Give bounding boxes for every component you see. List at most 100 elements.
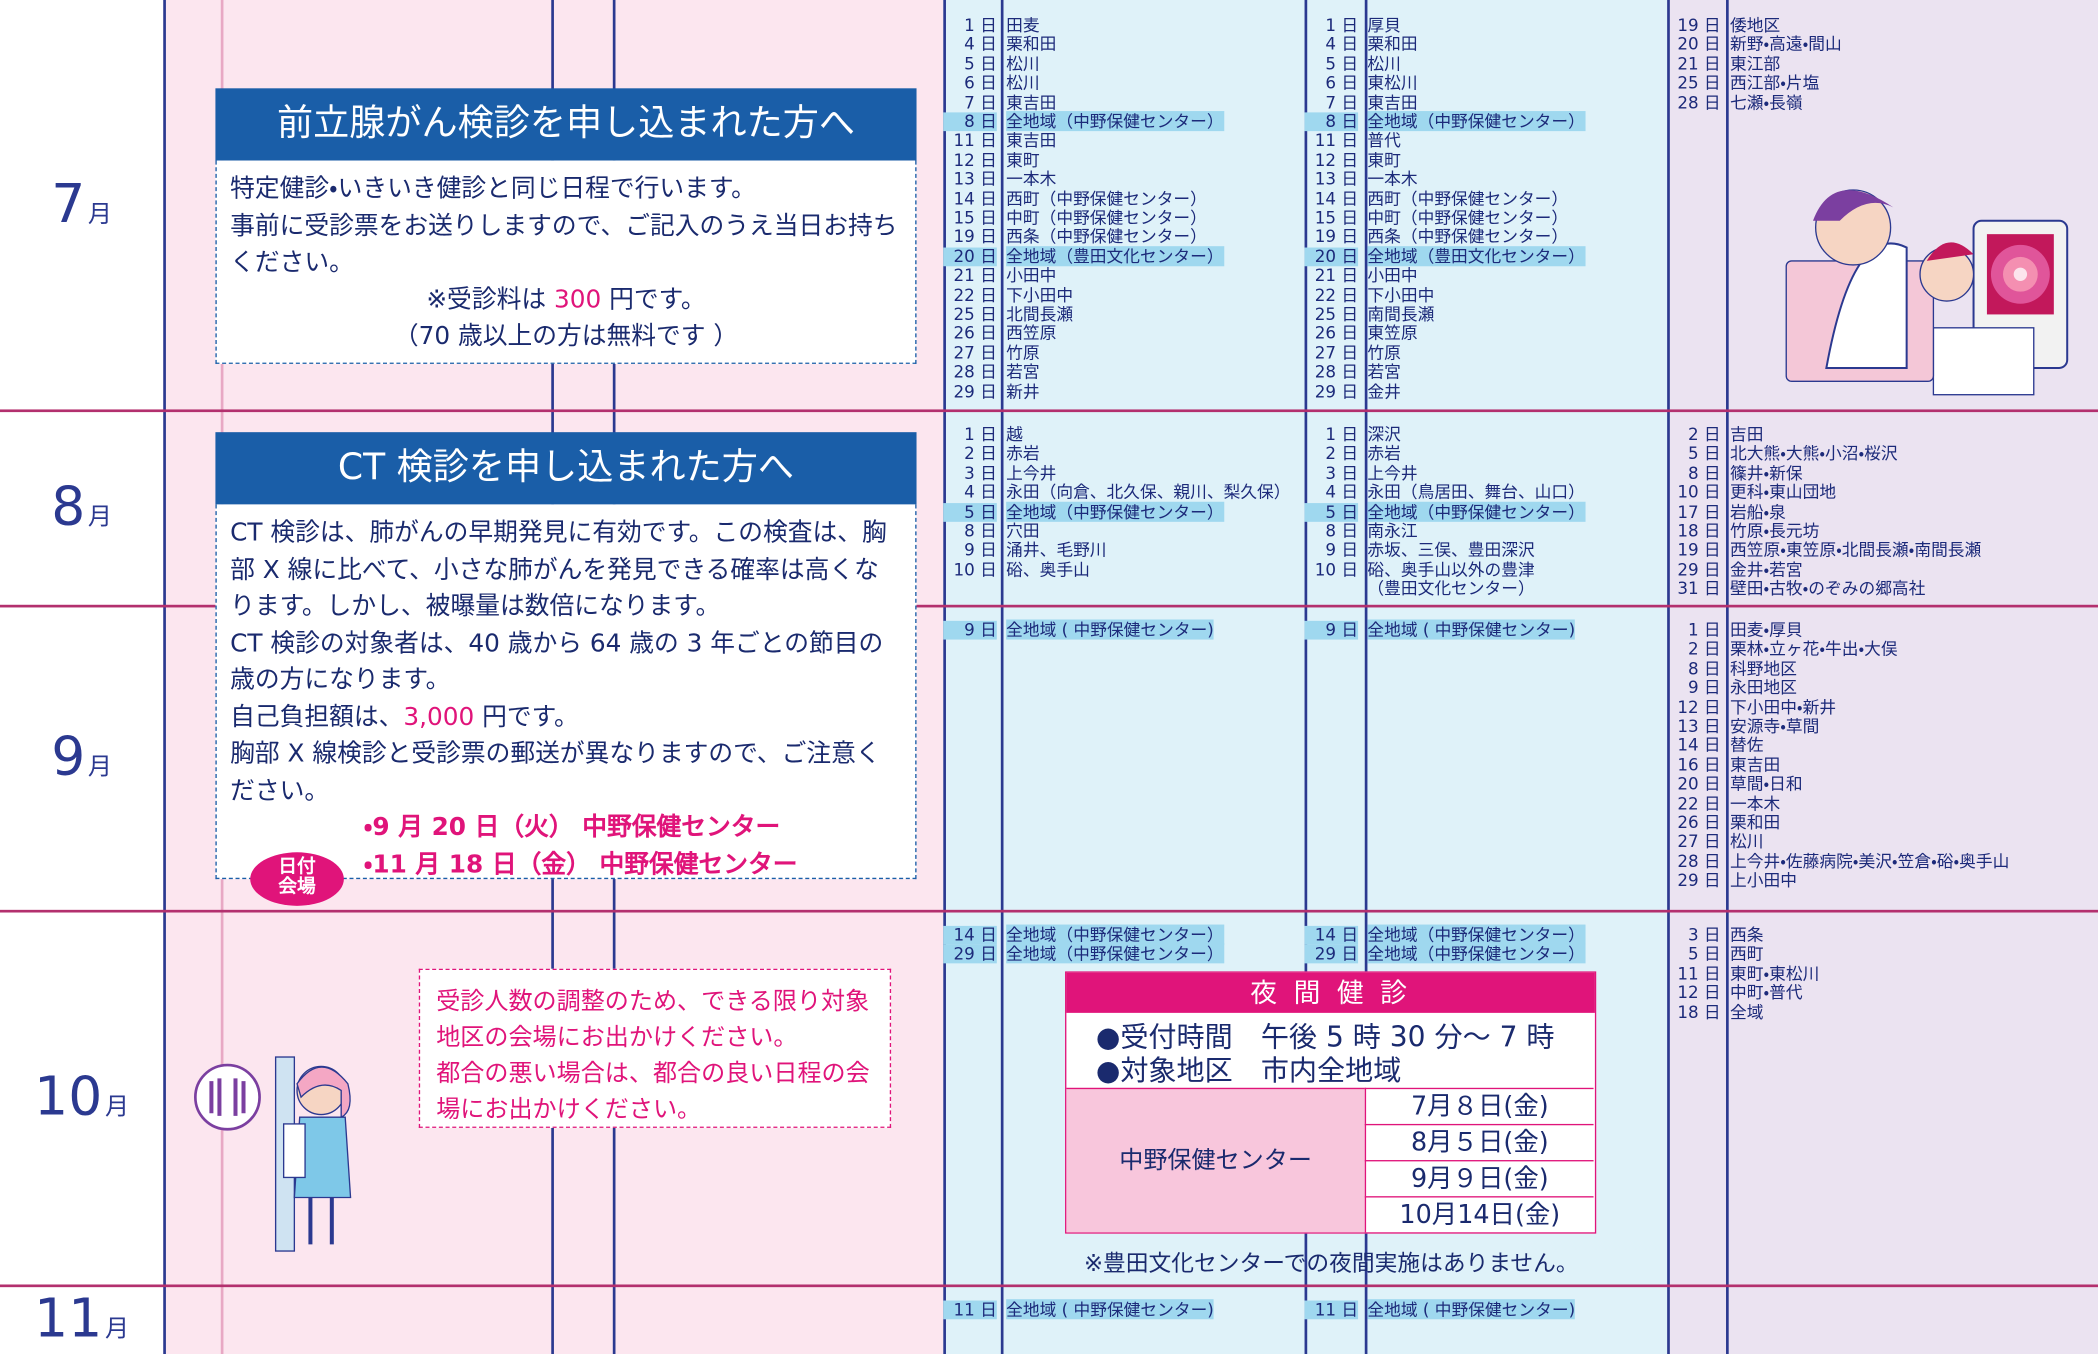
schedule-entry: 1 日厚貝 — [1305, 15, 1401, 35]
schedule-entry: 4 日栗和田 — [943, 35, 1056, 54]
schedule-entry: 8 日穴田 — [943, 520, 1040, 541]
schedule-entry: 8 日科野地区 — [1667, 659, 1797, 678]
schedule-entry: 9 日全地域 ( 中野保健センター) — [1304, 619, 1576, 640]
entry-day: 20 日 — [1304, 247, 1359, 266]
schedule-entry: 7 日東吉田 — [1305, 91, 1417, 112]
schedule-entry: 25 日西江部・片塩 — [1667, 73, 1819, 93]
night-item: ●対象地区 市内全地域 — [1095, 1054, 1402, 1087]
schedule-entry: 20 日草間・日和 — [1667, 774, 1802, 794]
entry-day: 10 日 — [1314, 559, 1359, 580]
entry-note: （豊田文化センター） — [1367, 578, 1535, 599]
entry-day: 5 日 — [1325, 53, 1359, 74]
fee-pre: ※受診料は — [426, 285, 554, 314]
entry-place: 全域 — [1730, 1001, 1764, 1022]
entry-place: 下小田中 — [1367, 284, 1435, 305]
entry-day: 2 日 — [1687, 638, 1721, 659]
entry-day: 6 日 — [1325, 72, 1359, 93]
entry-place: 赤岩 — [1367, 443, 1401, 464]
entry-day: 11 日 — [953, 130, 997, 151]
schedule-entry: 20 日全地域（豊田文化センター） — [1304, 245, 1585, 266]
entry-place: 小田中 — [1006, 265, 1057, 286]
entry-place: 普代 — [1367, 130, 1401, 151]
schedule-entry: 14 日全地域（中野保健センター） — [1304, 924, 1585, 945]
schedule-entry: 5 日松川 — [1305, 53, 1401, 74]
entry-place: 西条 — [1730, 924, 1764, 945]
entry-day: 5 日 — [1687, 943, 1721, 964]
entry-day: 7 日 — [1325, 91, 1359, 112]
schedule-entry: 9 日赤坂、三俣、豊田深沢 — [1305, 540, 1534, 560]
entry-place: 東吉田 — [1730, 754, 1781, 775]
column-line — [1667, 0, 1670, 1354]
schedule-entry: 1 日越 — [943, 425, 1023, 444]
entry-day: 27 日 — [1677, 831, 1721, 852]
night-dates: 7月８日(金) 8月５日(金) 9月９日(金) 10月14日(金) — [1364, 1087, 1594, 1233]
entry-place: 上今井・佐藤病院・美沢・笠倉・硲・奥手山 — [1730, 850, 2010, 871]
row-line — [0, 409, 2098, 412]
entry-place: 穴田 — [1006, 520, 1040, 541]
entry-day: 2 日 — [1325, 443, 1359, 464]
schedule-entry: 10 日硲、奥手山以外の豊津 — [1305, 560, 1535, 579]
entry-day: 22 日 — [953, 284, 997, 305]
entry-place: 全地域 ( 中野保健センター) — [1006, 1299, 1214, 1320]
month-label: 11 月 — [0, 1287, 163, 1354]
entry-day: 2 日 — [1687, 424, 1721, 445]
cost-pre: 自己負担額は、 — [230, 703, 404, 732]
entry-day: 28 日 — [1677, 91, 1721, 112]
schedule-entry: 29 日全地域（中野保健センター） — [1304, 943, 1585, 964]
schedule-entry: 29 日新井 — [943, 381, 1039, 401]
schedule-entry: 26 日栗和田 — [1667, 812, 1780, 833]
entry-place: 全地域 ( 中野保健センター) — [1367, 619, 1576, 640]
entry-day: 26 日 — [1677, 812, 1721, 833]
entry-place: 全地域 ( 中野保健センター) — [1367, 1299, 1576, 1320]
column-line — [1364, 0, 1367, 1354]
entry-day: 9 日 — [943, 620, 997, 640]
entry-day: 29 日 — [1304, 944, 1359, 964]
entry-day: 8 日 — [1304, 112, 1359, 132]
night-note: ※豊田文化センターでの夜間実施はありません。 — [1083, 1251, 1579, 1278]
schedule-entry: 29 日金井・若宮 — [1667, 560, 1802, 579]
prostate-fee: ※受診料は 300 円です。 — [230, 282, 902, 319]
schedule-entry: 4 日栗和田 — [1305, 35, 1417, 54]
row-line — [0, 1284, 2098, 1287]
entry-place: 若宮 — [1006, 361, 1040, 382]
prostate-title: 前立腺がん検診を申し込まれた方へ — [215, 88, 917, 161]
entry-place: 深沢 — [1367, 424, 1401, 445]
night-venue: 中野保健センター — [1066, 1087, 1365, 1233]
entry-day: 3 日 — [1325, 462, 1359, 483]
schedule-entry: 3 日西条 — [1667, 924, 1764, 945]
schedule-entry: 1 日深沢 — [1305, 425, 1401, 444]
schedule-entry: 20 日新野・高遠・間山 — [1667, 35, 1841, 54]
schedule-entry: 8 日全地域（中野保健センター） — [943, 111, 1224, 132]
fee-post: 円です。 — [601, 285, 706, 314]
doctor-illustration — [1785, 189, 2069, 396]
entry-day: 14 日 — [1314, 188, 1359, 209]
schedule-entry: 1 日田麦・厚貝 — [1667, 620, 1803, 640]
night-date: 7月８日(金) — [1364, 1087, 1594, 1124]
entry-place: 一本木 — [1367, 168, 1418, 189]
schedule-entry: 11 日全地域 ( 中野保健センター) — [1304, 1299, 1576, 1320]
entry-place: 北間長瀬 — [1006, 303, 1074, 324]
entry-place: 中町（中野保健センター） — [1006, 207, 1207, 228]
ct-line: CT 検診の対象者は、40 歳から 64 歳の 3 年ごとの節目の歳の方になりま… — [230, 629, 884, 695]
schedule-entry: 20 日全地域（豊田文化センター） — [943, 245, 1224, 266]
ct-box: CT 検診は、肺がんの早期発見に有効です。この検査は、胸部 X 線に比べて、小さ… — [215, 504, 917, 880]
schedule-entry: 8 日全地域（中野保健センター） — [1304, 111, 1585, 132]
schedule-entry: 13 日一本木 — [943, 170, 1056, 189]
entry-day: 12 日 — [1677, 982, 1721, 1003]
schedule-entry: 10 日更科・東山団地 — [1667, 483, 1836, 502]
schedule-entry: 16 日東吉田 — [1667, 754, 1781, 775]
schedule-entry: 15 日中町（中野保健センター） — [943, 207, 1207, 228]
badge-text: 会場 — [278, 876, 316, 898]
schedule-entry: 27 日竹原 — [1305, 343, 1401, 363]
entry-place: 西町（中野保健センター） — [1367, 188, 1569, 209]
schedule-entry: 11 日東吉田 — [943, 130, 1056, 151]
entry-day: 1 日 — [964, 424, 997, 445]
entry-day: 5 日 — [943, 502, 997, 522]
entry-place: 全地域（中野保健センター） — [1006, 501, 1224, 522]
schedule-entry: 4 日永田（向倉、北久保、親川、梨久保） — [943, 483, 1290, 502]
schedule-entry: 21 日小田中 — [1305, 266, 1418, 286]
schedule-entry: 5 日松川 — [943, 54, 1040, 74]
entry-place: 全地域（豊田文化センター） — [1006, 245, 1224, 266]
